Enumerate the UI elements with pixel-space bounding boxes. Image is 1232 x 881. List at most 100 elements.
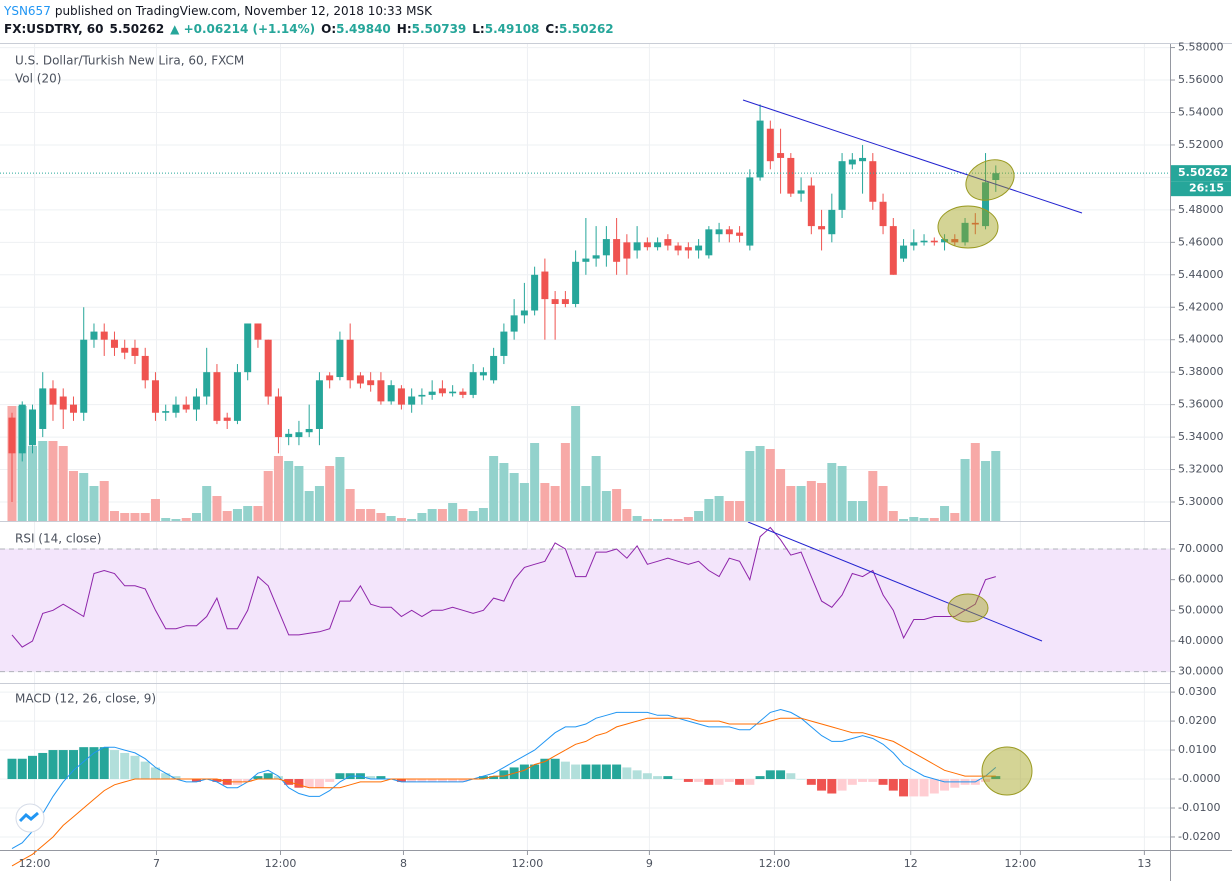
macd-histogram-bar: [776, 770, 786, 780]
volume-bar: [796, 486, 806, 521]
y-tick-label: -0.0100: [1178, 801, 1220, 814]
volume-bar: [181, 518, 191, 521]
volume-bar: [284, 461, 294, 521]
y-tick-label: 5.38000: [1178, 365, 1224, 378]
macd-histogram-bar: [7, 758, 17, 780]
candle-body: [192, 396, 200, 410]
macd-histogram-bar: [68, 750, 78, 780]
macd-histogram-bar: [724, 779, 734, 782]
candle-body: [367, 380, 375, 386]
y-tick-label: 40.0000: [1178, 634, 1224, 647]
volume-bar: [458, 509, 468, 521]
candle-body: [971, 222, 979, 225]
macd-histogram-bar: [888, 779, 898, 791]
macd-histogram-bar: [79, 747, 89, 780]
volume-bar: [847, 501, 857, 521]
volume-bar: [325, 466, 335, 521]
macd-histogram-bar: [817, 779, 827, 791]
volume-bar: [171, 519, 181, 521]
volume-bar: [940, 506, 950, 521]
volume-bar: [99, 481, 109, 521]
candle-body: [39, 388, 47, 429]
plot: [0, 104, 1170, 867]
macd-histogram-bar: [294, 779, 304, 788]
volume-bar: [304, 491, 314, 521]
volume-bar: [571, 406, 581, 521]
volume-bar: [735, 501, 745, 521]
symbol: FX:USDTRY, 60: [4, 22, 104, 36]
macd-histogram-bar: [755, 776, 765, 780]
candle-body: [408, 396, 416, 405]
volume-bar: [222, 511, 232, 521]
candle-body: [674, 245, 682, 251]
volume-bar: [89, 486, 99, 521]
candle-body: [848, 159, 856, 165]
volume-bar: [140, 513, 150, 521]
signal-line: [11, 717, 996, 867]
candle-body: [602, 239, 610, 256]
volume-bar: [642, 519, 652, 521]
volume-bar: [909, 517, 919, 521]
volume-bar: [509, 473, 519, 521]
volume-bar: [468, 511, 478, 521]
macd-histogram-bar: [191, 779, 201, 782]
macd-histogram-bar: [263, 773, 273, 780]
candle-body: [541, 271, 549, 300]
highlight: [937, 205, 999, 249]
candle-body: [725, 229, 733, 235]
candle-body: [80, 339, 88, 413]
volume-bar: [489, 456, 499, 521]
macd-histogram-bar: [868, 779, 878, 782]
highlight: [965, 159, 1015, 201]
candle-body: [479, 372, 487, 376]
highlight: [947, 593, 989, 623]
macd-histogram-bar: [622, 767, 632, 780]
frame: [0, 43, 1232, 881]
volume-bar: [981, 461, 991, 521]
candle-body: [326, 375, 334, 381]
volume-bar: [560, 443, 570, 521]
volume-bar: [120, 513, 130, 521]
y-tick-label: 5.58000: [1178, 41, 1224, 54]
trend-line: [747, 521, 1043, 642]
countdown-badge: [1171, 181, 1231, 197]
volume-bar: [827, 463, 837, 521]
volume-bar: [355, 509, 365, 521]
candle-body: [356, 375, 364, 384]
macd-histogram-bar: [827, 779, 837, 794]
candle-body: [715, 229, 723, 235]
macd-histogram-bar: [304, 779, 314, 788]
macd-histogram-bar: [581, 764, 591, 780]
candle-body: [736, 232, 744, 236]
macd-histogram-bar: [899, 779, 909, 797]
macd-histogram-bar: [273, 776, 283, 780]
candle-body: [705, 229, 713, 256]
volume-bar: [519, 483, 529, 521]
macd-histogram-bar: [663, 776, 673, 780]
macd-histogram-bar: [38, 752, 48, 780]
macd-histogram-bar: [571, 764, 581, 780]
macd-histogram-bar: [919, 779, 929, 797]
volume-bar: [79, 473, 89, 521]
volume-bar: [776, 469, 786, 521]
volume-bar: [960, 459, 970, 521]
volume-bar: [478, 508, 488, 521]
x-tick-label: 12:00: [512, 857, 544, 870]
volume-bar: [950, 513, 960, 521]
macd-histogram-bar: [130, 755, 140, 780]
volume-bar: [888, 511, 898, 521]
volume-bar: [386, 516, 396, 521]
volume-bar: [407, 519, 417, 521]
x-tick-label: 12:00: [19, 857, 51, 870]
macd-histogram-bar: [335, 773, 345, 780]
macd-histogram-bar: [48, 750, 58, 780]
macd-histogram-bar: [612, 764, 622, 780]
macd-histogram-bar: [560, 761, 570, 780]
candle-body: [264, 339, 272, 397]
candle-body: [213, 372, 221, 421]
quote-value: 5.49108: [485, 22, 540, 36]
macd-histogram-bar: [909, 779, 919, 797]
candle-body: [203, 372, 211, 397]
volume-bar: [437, 509, 447, 521]
candle-body: [49, 388, 57, 405]
